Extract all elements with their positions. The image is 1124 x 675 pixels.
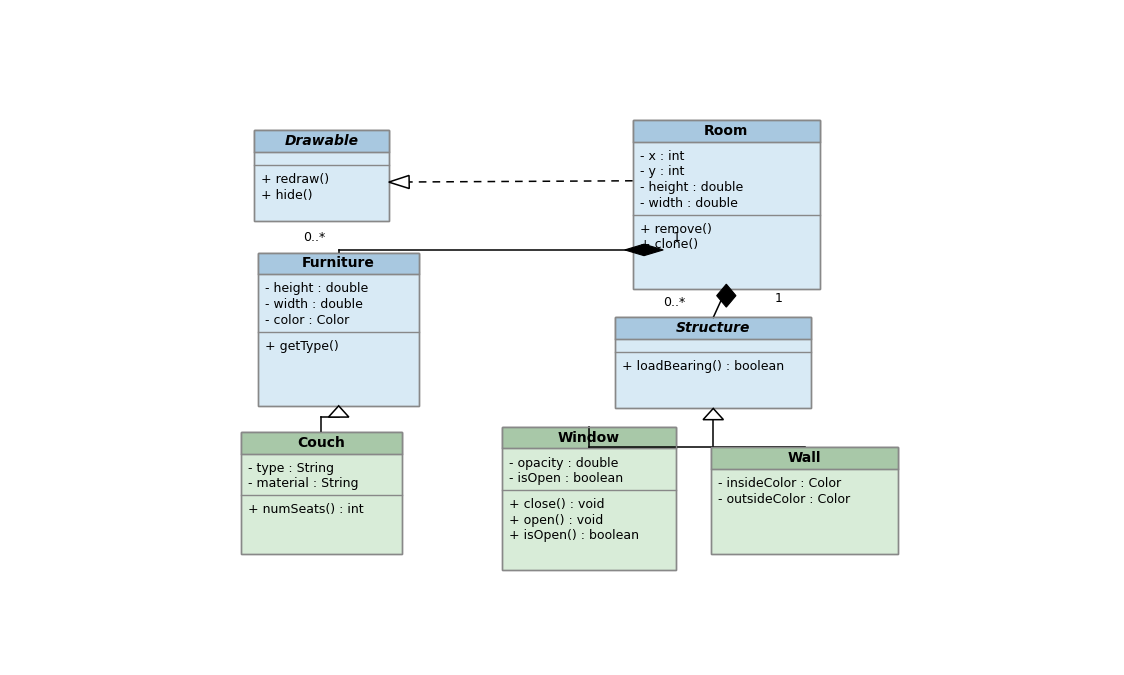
Text: Furniture: Furniture	[302, 256, 375, 271]
Polygon shape	[625, 244, 663, 256]
Text: - opacity : double: - opacity : double	[509, 456, 618, 470]
Bar	[711, 448, 898, 469]
Bar	[633, 120, 819, 142]
Text: + close() : void: + close() : void	[509, 498, 605, 511]
Polygon shape	[717, 284, 736, 307]
Bar	[633, 120, 819, 289]
Bar	[259, 252, 419, 274]
Text: Drawable: Drawable	[284, 134, 359, 148]
Polygon shape	[389, 176, 409, 188]
Text: + open() : void: + open() : void	[509, 514, 604, 526]
Text: 0..*: 0..*	[303, 231, 326, 244]
Text: + isOpen() : boolean: + isOpen() : boolean	[509, 529, 638, 542]
Polygon shape	[702, 408, 724, 420]
Bar	[711, 448, 898, 554]
Text: - width : double: - width : double	[265, 298, 363, 311]
Bar	[502, 427, 677, 570]
Bar	[502, 427, 677, 570]
Text: + loadBearing() : boolean: + loadBearing() : boolean	[623, 360, 785, 373]
Text: - isOpen : boolean: - isOpen : boolean	[509, 472, 623, 485]
Bar	[633, 120, 819, 289]
Bar	[615, 317, 812, 408]
Text: 1: 1	[672, 231, 680, 244]
Text: - height : double: - height : double	[640, 181, 743, 194]
Text: Room: Room	[704, 124, 749, 138]
Bar	[254, 130, 389, 221]
Text: - width : double: - width : double	[640, 196, 737, 210]
Text: 0..*: 0..*	[663, 296, 686, 309]
Text: - color : Color: - color : Color	[265, 314, 350, 327]
Text: - insideColor : Color: - insideColor : Color	[718, 477, 841, 490]
Bar	[615, 317, 812, 340]
Polygon shape	[328, 406, 348, 417]
Bar	[254, 130, 389, 152]
Bar	[502, 427, 677, 448]
Text: - y : int: - y : int	[640, 165, 685, 178]
Text: Wall: Wall	[788, 452, 822, 465]
Text: + remove(): + remove()	[640, 223, 711, 236]
Text: + redraw(): + redraw()	[261, 173, 329, 186]
Bar	[254, 130, 389, 221]
Text: Couch: Couch	[298, 436, 345, 450]
Bar	[259, 252, 419, 406]
Text: 1: 1	[774, 292, 782, 305]
Text: + hide(): + hide()	[261, 189, 312, 202]
Bar	[241, 432, 402, 554]
Text: + getType(): + getType()	[265, 340, 338, 352]
Text: - material : String: - material : String	[247, 477, 359, 490]
Bar	[615, 317, 812, 408]
Text: + clone(): + clone()	[640, 238, 698, 251]
Text: - height : double: - height : double	[265, 282, 369, 296]
Text: + numSeats() : int: + numSeats() : int	[247, 504, 363, 516]
Text: Structure: Structure	[676, 321, 751, 335]
Text: - x : int: - x : int	[640, 150, 685, 163]
Bar	[241, 432, 402, 454]
Bar	[711, 448, 898, 554]
Bar	[259, 252, 419, 406]
Bar	[241, 432, 402, 554]
Text: - type : String: - type : String	[247, 462, 334, 475]
Text: - outsideColor : Color: - outsideColor : Color	[718, 493, 850, 506]
Text: Window: Window	[558, 431, 620, 445]
